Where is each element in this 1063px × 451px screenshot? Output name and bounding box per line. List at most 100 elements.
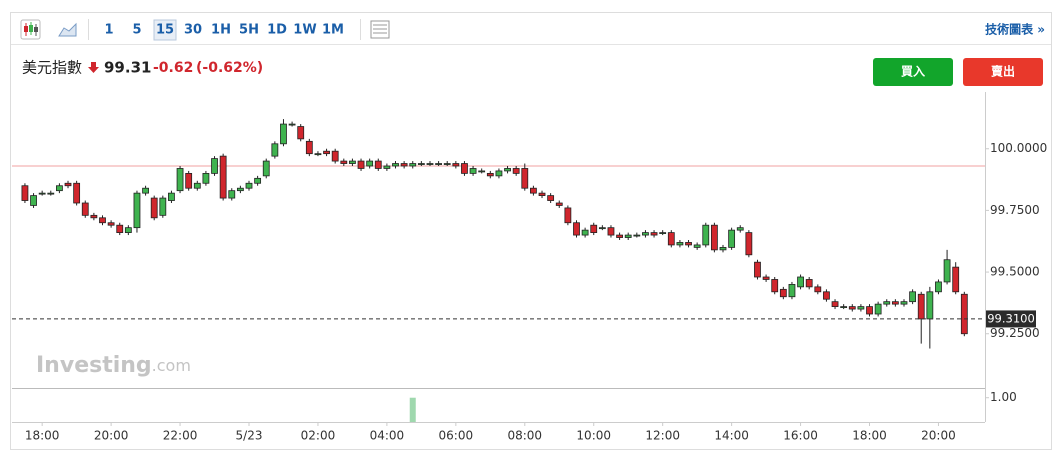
candle-body: [228, 190, 236, 199]
candle-body: [848, 306, 856, 310]
candle-body: [710, 224, 718, 251]
candle-body: [366, 160, 374, 167]
x-tick-label: 18:00: [25, 429, 60, 443]
x-tick-label: 16:00: [783, 429, 818, 443]
candle-body: [236, 187, 244, 192]
candle-body: [168, 192, 175, 201]
candle-body: [779, 288, 787, 298]
candle-body: [909, 291, 917, 303]
watermark: Investing.com: [36, 353, 191, 378]
candle-body: [193, 182, 201, 189]
watermark-brand: Investing: [36, 353, 152, 378]
down-arrow: [88, 62, 99, 73]
interval-group: 1 5 15 30 1H 5H 1D 1W 1M: [104, 19, 344, 41]
candle-body: [271, 143, 279, 157]
candle-body: [650, 232, 658, 236]
candle-body: [900, 301, 908, 305]
technical-chart-link[interactable]: 技術圖表 »: [985, 22, 1045, 37]
interval-button[interactable]: 5: [132, 23, 141, 38]
area-icon[interactable]: [58, 22, 77, 37]
icon-body: [24, 26, 28, 32]
candle-body: [547, 195, 555, 201]
candle-body: [728, 229, 736, 248]
interval-button[interactable]: 30: [184, 23, 202, 38]
candle-body: [960, 293, 968, 335]
candle-body: [917, 293, 925, 320]
candle-body: [21, 185, 29, 201]
button-bg: [963, 58, 1043, 86]
table-icon[interactable]: [370, 20, 390, 39]
candle-body: [667, 232, 675, 246]
candle-body: [866, 306, 873, 315]
candle-body: [409, 163, 417, 167]
candle-body: [30, 195, 37, 206]
candle-body: [211, 158, 218, 174]
interval-button[interactable]: 5H: [239, 23, 259, 38]
candle-body: [417, 163, 425, 165]
candle-body: [719, 246, 727, 251]
candle-body: [814, 286, 822, 293]
interval-button[interactable]: 15: [156, 23, 174, 38]
candle-body: [935, 281, 942, 293]
buy-label: 買入: [901, 65, 925, 79]
x-tick-label: 5/23: [236, 429, 263, 443]
interval-button[interactable]: 1M: [322, 23, 344, 38]
instrument-name: 美元指數: [22, 59, 82, 77]
candle-body: [486, 172, 494, 177]
candle-body: [555, 202, 563, 206]
y-tick-label: 100.0000: [990, 141, 1047, 155]
candle-body: [771, 279, 779, 293]
interval-button[interactable]: 1: [104, 23, 113, 38]
candle-body: [400, 163, 408, 167]
candle-body: [443, 163, 451, 165]
candle-body: [116, 224, 124, 233]
interval-button[interactable]: 1H: [211, 23, 231, 38]
candle-body: [99, 217, 106, 224]
x-tick-label: 14:00: [714, 429, 749, 443]
y-tick-label: 99.5000: [990, 265, 1040, 279]
candle-body: [926, 291, 934, 320]
volume-bar: [409, 397, 416, 422]
candle-body: [90, 214, 98, 219]
watermark-suffix: .com: [152, 356, 191, 375]
candle-body: [159, 197, 167, 216]
candle-body: [142, 187, 149, 194]
candle-body: [150, 197, 158, 219]
candle-body: [831, 301, 839, 307]
candle-body: [633, 234, 641, 237]
candle-body: [133, 192, 141, 229]
candle-body: [797, 276, 804, 288]
interval-button[interactable]: 1D: [267, 23, 287, 38]
candle-body: [538, 192, 546, 196]
candle-body: [607, 227, 615, 236]
candle-body: [573, 222, 580, 236]
candle-body: [736, 227, 744, 231]
candle-icon[interactable]: [20, 19, 41, 40]
candle-body: [73, 182, 81, 204]
candle-body: [530, 187, 537, 194]
candle-body: [357, 160, 365, 169]
candle-body: [624, 234, 632, 238]
candle-body: [642, 232, 649, 236]
candle-body: [745, 232, 753, 256]
candle-body: [185, 172, 193, 189]
candle-body: [374, 160, 382, 169]
sell-button[interactable]: 賣出: [963, 58, 1043, 86]
last-price-label: 99.3100: [987, 311, 1035, 325]
y-tick-label: 99.2500: [990, 326, 1040, 340]
candle-body: [64, 182, 72, 187]
candle-body: [521, 168, 529, 189]
x-tick-label: 04:00: [370, 429, 405, 443]
y-tick-label: 99.7500: [990, 203, 1040, 217]
candle-body: [47, 192, 55, 195]
candle-body: [676, 242, 684, 246]
candle-body: [469, 168, 477, 174]
x-tick-label: 18:00: [852, 429, 887, 443]
candle-body: [176, 168, 184, 192]
volume-tick-label: 1.00: [990, 390, 1017, 404]
interval-button[interactable]: 1W: [293, 23, 316, 38]
candle-body: [685, 242, 692, 246]
buy-button[interactable]: 買入: [873, 58, 953, 86]
candle-body: [254, 177, 262, 184]
